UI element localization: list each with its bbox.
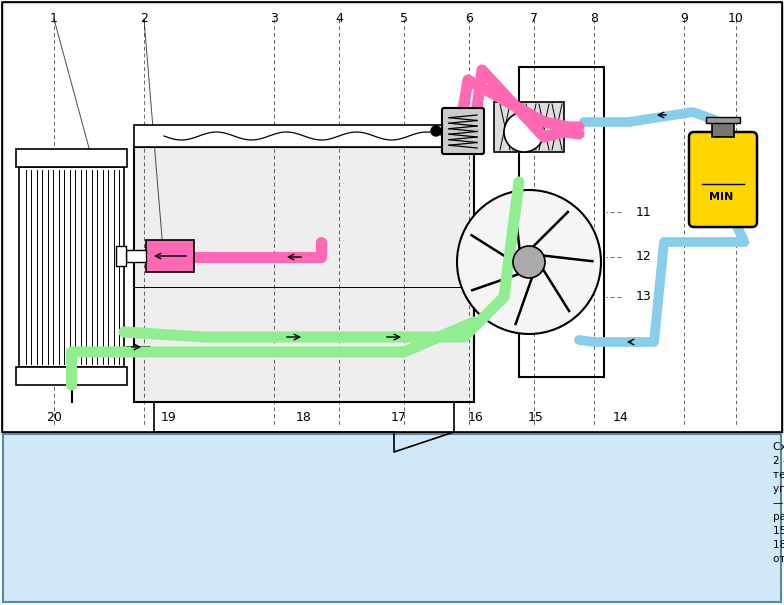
Circle shape <box>457 190 601 334</box>
Text: 11: 11 <box>636 206 652 218</box>
Text: 15: 15 <box>528 411 544 424</box>
Text: 10: 10 <box>728 12 744 25</box>
Bar <box>2 2 782 432</box>
Text: 17: 17 <box>391 411 407 424</box>
Bar <box>494 102 564 152</box>
Text: 2: 2 <box>140 12 148 25</box>
Text: 9: 9 <box>680 12 688 25</box>
Circle shape <box>504 112 544 152</box>
Text: 3: 3 <box>270 12 278 25</box>
Text: Схема системы охлаждения бензинева на автомобилях УАЗ: 1 — кранік отопителя сапо: Схема системы охлаждения бензинева на ав… <box>773 442 784 564</box>
Text: 8: 8 <box>590 12 598 25</box>
Circle shape <box>513 246 545 278</box>
Text: 4: 4 <box>335 12 343 25</box>
FancyBboxPatch shape <box>689 132 757 227</box>
Text: 12: 12 <box>636 250 652 264</box>
Circle shape <box>431 126 441 136</box>
Text: 1: 1 <box>50 12 58 25</box>
Text: 14: 14 <box>613 411 629 424</box>
Bar <box>134 147 474 402</box>
Text: MIN: MIN <box>709 192 733 201</box>
Text: 18: 18 <box>296 411 312 424</box>
Bar <box>712 123 734 137</box>
Text: 5: 5 <box>400 12 408 25</box>
FancyBboxPatch shape <box>442 108 484 154</box>
FancyBboxPatch shape <box>3 434 781 602</box>
Bar <box>116 246 126 266</box>
Text: 6: 6 <box>465 12 473 25</box>
Bar <box>126 250 146 262</box>
Bar <box>146 240 194 272</box>
Bar <box>16 367 127 385</box>
Bar <box>16 149 127 167</box>
Text: 7: 7 <box>530 12 538 25</box>
Bar <box>134 125 474 147</box>
Text: 19: 19 <box>162 411 177 424</box>
Text: 13: 13 <box>636 290 652 304</box>
Bar <box>706 117 740 123</box>
Bar <box>19 167 124 367</box>
Text: 20: 20 <box>46 411 62 424</box>
Text: 16: 16 <box>468 411 484 424</box>
Bar <box>519 67 604 377</box>
Bar <box>2 2 782 432</box>
